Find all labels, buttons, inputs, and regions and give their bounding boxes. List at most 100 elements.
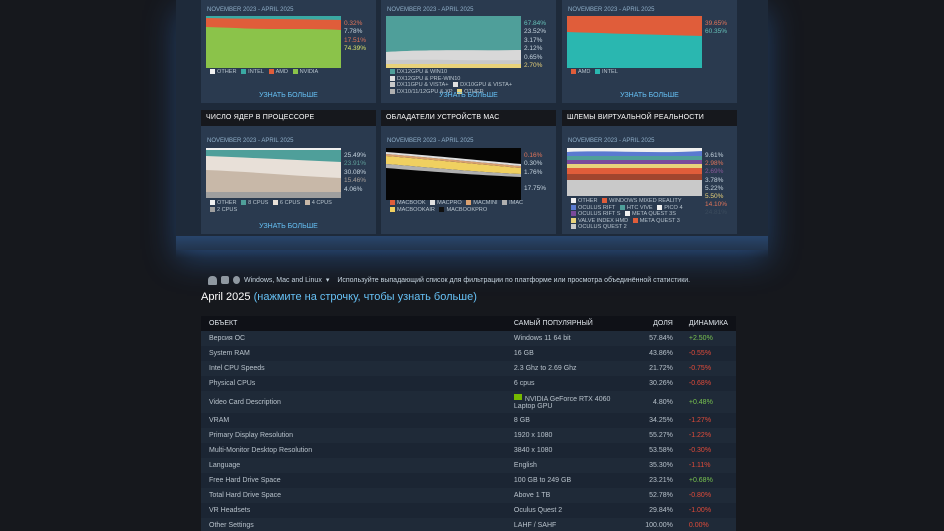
row-change: +0.68% [680,473,736,488]
windows-icon [221,276,229,284]
area-amd [567,16,702,36]
directx-legend: DX12GPU & WIN10 DX12GPU & PRE-WIN10 DX11… [390,69,525,95]
card-title: ЧИСЛО ЯДЕР В ПРОЦЕССОРЕ [201,110,376,126]
card-date: NOVEMBER 2023 - APRIL 2025 [568,138,655,144]
row-share: 52.78% [630,488,681,503]
cpu-cores-legend: OTHER 8 CPUS 6 CPUS 4 CPUS 2 CPUS [210,200,350,213]
value-intel: 7.78% [344,28,363,36]
table-row[interactable]: VR Headsets Oculus Quest 2 29.84% -1.00% [201,503,736,518]
platform-dropdown[interactable]: Windows, Mac and Linux [244,276,322,284]
row-share: 35.30% [630,458,681,473]
linux-icon [208,275,217,285]
card-title: ОБЛАДАТЕЛИ УСТРОЙСТВ MAC [381,110,556,126]
vr-values: 9.61% 2.98% 2.69% 3.78% 5.22% 5.50% 14.1… [705,152,728,217]
row-item: Video Card Description [201,391,506,413]
learn-more-link[interactable]: УЗНАТЬ БОЛЬШЕ [259,223,318,230]
stats-table: ОБЪЕКТ САМЫЙ ПОПУЛЯРНЫЙ ДОЛЯ ДИНАМИКА Ве… [201,316,736,531]
row-change: +0.48% [680,391,736,413]
row-item: VR Headsets [201,503,506,518]
card-title: ШЛЕМЫ ВИРТУАЛЬНОЙ РЕАЛЬНОСТИ [562,110,737,126]
learn-more-link[interactable]: УЗНАТЬ БОЛЬШЕ [439,92,498,99]
table-row[interactable]: Primary Display Resolution 1920 x 1080 55.… [201,428,736,443]
row-share: 23.21% [630,473,681,488]
row-change: -1.00% [680,503,736,518]
row-most-popular: LAHF / SAHF [505,518,631,531]
filter-hint: Используйте выпадающий список для фильтр… [337,276,691,284]
card-date: NOVEMBER 2023 - APRIL 2025 [387,138,474,144]
nvidia-icon [513,394,522,400]
table-row[interactable]: Версия ОС Windows 11 64 bit 57.84% +2.50% [201,331,736,346]
row-item: Free Hard Drive Space [201,473,506,488]
card-date: NOVEMBER 2023 - APRIL 2025 [207,138,294,144]
gpu-vendor-values: 0.32% 7.78% 17.51% 74.39% [344,20,366,54]
row-share: 53.58% [630,443,681,458]
card-date: NOVEMBER 2023 - APRIL 2025 [207,7,294,13]
table-row[interactable]: Language English 35.30% -1.11% [201,458,736,473]
col-object: ОБЪЕКТ [201,316,506,331]
row-item: Language [201,458,506,473]
table-row[interactable]: Free Hard Drive Space 100 GB to 249 GB 23.… [201,473,736,488]
row-change: -0.30% [680,443,736,458]
row-change: -1.27% [680,413,736,428]
table-row[interactable]: Other Settings LAHF / SAHF 100.00% 0.00% [201,518,736,531]
row-change: -0.68% [680,376,736,391]
row-item: Версия ОС [201,331,506,346]
area-dx12-win10 [386,16,521,52]
card-mac-owners: ОБЛАДАТЕЛИ УСТРОЙСТВ MAC NOVEMBER 2023 -… [381,110,556,234]
row-most-popular: 6 cpus [505,376,631,391]
row-share: 43.86% [630,346,681,361]
row-item: Other Settings [201,518,506,531]
col-most-popular: САМЫЙ ПОПУЛЯРНЫЙ [505,316,631,331]
table-header: ОБЪЕКТ САМЫЙ ПОПУЛЯРНЫЙ ДОЛЯ ДИНАМИКА [201,316,736,331]
learn-more-link[interactable]: УЗНАТЬ БОЛЬШЕ [259,92,318,99]
card-cpu-cores: ЧИСЛО ЯДЕР В ПРОЦЕССОРЕ NOVEMBER 2023 - … [201,110,376,234]
col-change: ДИНАМИКА [680,316,736,331]
table-row[interactable]: Multi-Monitor Desktop Resolution 3840 x 1… [201,443,736,458]
row-item: Primary Display Resolution [201,428,506,443]
table-row[interactable]: Video Card Description NVIDIA GeForce RTX… [201,391,736,413]
row-change: 0.00% [680,518,736,531]
panel-glow [176,236,768,258]
table-row[interactable]: VRAM 8 GB 34.25% -1.27% [201,413,736,428]
row-share: 57.84% [630,331,681,346]
area-intel [206,16,341,20]
cpu-vendor-legend: AMD INTEL [571,69,621,76]
chevron-down-icon[interactable]: ▾ [325,277,330,284]
directx-values: 67.84% 23.52% 3.17% 2.12% 0.65% 2.70% [524,20,547,70]
value-nvidia: 74.39% [344,45,367,53]
row-item: System RAM [201,346,506,361]
value-other: 0.32% [344,20,363,27]
row-share: 29.84% [630,503,681,518]
gpu-vendor-area-chart [206,16,341,68]
cpu-cores-area-chart [206,148,341,198]
card-date: NOVEMBER 2023 - APRIL 2025 [387,7,474,13]
table-row[interactable]: Physical CPUs 6 cpus 30.26% -0.68% [201,376,736,391]
row-item: Total Hard Drive Space [201,488,506,503]
table-row[interactable]: System RAM 16 GB 43.86% -0.55% [201,346,736,361]
row-most-popular: Above 1 TB [505,488,631,503]
mac-area-chart [386,148,521,200]
table-row[interactable]: Intel CPU Speeds 2.3 Ghz to 2.69 Ghz 21.72… [201,361,736,376]
row-share: 100.00% [630,518,681,531]
row-change: +2.50% [680,331,736,346]
col-share: ДОЛЯ [630,316,681,331]
row-share: 21.72% [630,361,681,376]
mac-values: 0.16% 0.30% 1.76% 17.75% [524,152,547,193]
apple-icon [233,276,240,284]
row-most-popular: NVIDIA GeForce RTX 4060 Laptop GPU [505,391,631,413]
row-most-popular: 8 GB [505,413,631,428]
vr-area-chart [567,148,702,196]
mac-legend: MACBOOK MACPRO MACMINI IMAC MACBOOKAIR M… [390,200,530,213]
row-change: -1.22% [680,428,736,443]
row-most-popular: Oculus Quest 2 [505,503,631,518]
card-cpu-vendor: NOVEMBER 2023 - APRIL 2025 39.65% 60.35%… [562,0,737,103]
summary-month: April 2025 [201,291,251,303]
table-row[interactable]: Total Hard Drive Space Above 1 TB 52.78% -0… [201,488,736,503]
row-share: 34.25% [630,413,681,428]
learn-more-link[interactable]: УЗНАТЬ БОЛЬШЕ [620,92,679,99]
row-change: -0.55% [680,346,736,361]
row-share: 4.80% [630,391,681,413]
row-most-popular: Windows 11 64 bit [505,331,631,346]
summary-hint: (нажмите на строчку, чтобы узнать больше… [253,291,477,303]
cpu-vendor-area-chart [567,16,702,68]
